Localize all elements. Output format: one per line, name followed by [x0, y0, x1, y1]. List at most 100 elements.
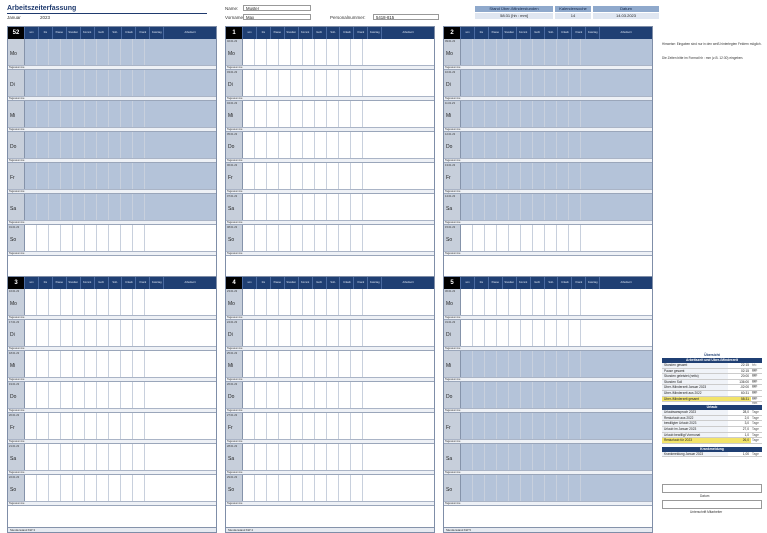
day-row[interactable]: 12.01.23 Do Tagessumme — [444, 132, 652, 163]
day-row[interactable]: 10.01.23 Di Tagessumme — [444, 70, 652, 101]
grid-line — [254, 382, 255, 408]
day-grid — [24, 225, 216, 251]
day-summary: Tagessumme — [8, 251, 216, 255]
day-row[interactable]: Fr Tagessumme — [8, 163, 216, 194]
day-row[interactable]: 30.01.23 Mo Tagessumme — [444, 289, 652, 320]
day-row[interactable]: 16.01.23 Mo Tagessumme — [8, 289, 216, 320]
day-row[interactable]: 29.01.23 So Tagessumme — [226, 475, 434, 506]
firstname-label: Vorname: — [225, 15, 245, 20]
day-row[interactable]: 06.01.23 Fr Tagessumme — [226, 163, 434, 194]
day-row[interactable]: 05.01.23 Do Tagessumme — [226, 132, 434, 163]
day-row[interactable]: 28.01.23 Sa Tagessumme — [226, 444, 434, 475]
grid-line — [314, 163, 315, 189]
overview-cell-u: Tage — [752, 432, 759, 437]
column-header: Urlaub — [121, 27, 135, 39]
day-row[interactable]: 09.01.23 Mo Tagessumme — [444, 39, 652, 70]
column-header: Kommt — [515, 277, 530, 289]
day-summary: Tagessumme — [226, 158, 434, 162]
day-row[interactable]: 04.01.23 Mi Tagessumme — [226, 101, 434, 132]
grid-line — [48, 475, 49, 501]
day-row[interactable]: Mi Tagessumme — [444, 351, 652, 382]
grid-line — [120, 289, 121, 315]
day-row[interactable]: 31.01.23 Di Tagessumme — [444, 320, 652, 351]
day-row[interactable]: Mi Tagessumme — [8, 101, 216, 132]
column-header: bis — [37, 27, 52, 39]
column-header: Arbeitsort — [163, 277, 216, 289]
day-row[interactable]: Do Tagessumme — [444, 382, 652, 413]
column-header: Urlaub — [557, 27, 571, 39]
day-row[interactable]: 13.01.23 Fr Tagessumme — [444, 163, 652, 194]
day-row[interactable]: 26.01.23 Do Tagessumme — [226, 382, 434, 413]
day-row[interactable]: 02.01.23 Mo Tagessumme — [226, 39, 434, 70]
day-row[interactable]: 25.01.23 Mi Tagessumme — [226, 351, 434, 382]
column-header: Urlaub — [121, 277, 135, 289]
name-field[interactable]: Muster — [243, 5, 311, 11]
overview-subtitle: Arbeitszeit und Über-/Minderzeit — [662, 358, 762, 363]
day-row[interactable]: 17.01.23 Di Tagessumme — [8, 320, 216, 351]
day-row[interactable]: Fr Tagessumme — [444, 413, 652, 444]
day-label-cell: 05.01.23 Do — [226, 132, 243, 162]
day-date: 06.01.23 — [227, 164, 238, 167]
grid-line — [36, 101, 37, 127]
grid-line — [484, 39, 485, 65]
day-row[interactable]: Sa Tagessumme — [8, 194, 216, 225]
overview-cell-u: hh : mm — [752, 390, 758, 400]
day-row[interactable]: 01.01.23 So Tagessumme — [8, 225, 216, 256]
grid-line — [144, 382, 145, 408]
day-row[interactable]: Sa Tagessumme — [444, 444, 652, 475]
grid-line — [484, 132, 485, 158]
day-grid — [24, 382, 216, 408]
day-row[interactable]: 08.01.23 So Tagessumme — [226, 225, 434, 256]
day-row[interactable]: 20.01.23 Fr Tagessumme — [8, 413, 216, 444]
overview-cell-v: 20:00 — [727, 374, 751, 379]
day-row[interactable]: Mo Tagessumme — [8, 39, 216, 70]
day-row[interactable]: 14.01.23 Sa Tagessumme — [444, 194, 652, 225]
grid-line — [302, 320, 303, 346]
column-header: Pause — [487, 277, 502, 289]
grid-line — [362, 289, 363, 315]
day-row[interactable]: 03.01.23 Di Tagessumme — [226, 70, 434, 101]
day-grid — [242, 475, 434, 501]
grid-line — [72, 101, 73, 127]
day-row[interactable]: 15.01.23 So Tagessumme — [444, 225, 652, 256]
grid-line — [508, 444, 509, 470]
day-row[interactable]: Di Tagessumme — [8, 70, 216, 101]
grid-line — [314, 475, 315, 501]
grid-line — [132, 289, 133, 315]
firstname-field[interactable]: Max — [243, 14, 311, 20]
grid-line — [568, 289, 569, 315]
day-label-cell: 07.01.23 Sa — [226, 194, 243, 224]
day-label-cell: Sa — [444, 444, 461, 474]
day-row[interactable]: 21.01.23 Sa Tagessumme — [8, 444, 216, 475]
signature-box[interactable] — [662, 500, 762, 509]
day-row[interactable]: 23.01.23 Mo Tagessumme — [226, 289, 434, 320]
day-row[interactable]: 11.01.23 Mi Tagessumme — [444, 101, 652, 132]
grid-line — [60, 475, 61, 501]
day-row[interactable]: 07.01.23 Sa Tagessumme — [226, 194, 434, 225]
overview-row: Urlaubsanspruch 2023 28,0 Tage — [662, 410, 762, 416]
personnel-field[interactable]: 5418-815 — [373, 14, 439, 20]
grid-line — [60, 39, 61, 65]
grid-line — [254, 39, 255, 65]
day-label-cell: Do — [444, 382, 461, 412]
grid-line — [120, 444, 121, 470]
grid-line — [60, 444, 61, 470]
day-row[interactable]: 22.01.23 So Tagessumme — [8, 475, 216, 506]
column-header: Arbeitsort — [381, 277, 434, 289]
date-input-box[interactable] — [662, 484, 762, 493]
day-name: Sa — [228, 206, 235, 212]
overview-cell-v: 60:31 — [727, 390, 751, 396]
day-row[interactable]: 19.01.23 Do Tagessumme — [8, 382, 216, 413]
day-row[interactable]: 24.01.23 Di Tagessumme — [226, 320, 434, 351]
day-row[interactable]: 18.01.23 Mi Tagessumme — [8, 351, 216, 382]
day-row[interactable]: 27.01.23 Fr Tagessumme — [226, 413, 434, 444]
day-row[interactable]: Do Tagessumme — [8, 132, 216, 163]
grid-line — [472, 475, 473, 501]
grid-line — [314, 413, 315, 439]
day-label-cell: 03.01.23 Di — [226, 70, 243, 100]
grid-line — [302, 444, 303, 470]
day-label-cell: 18.01.23 Mi — [8, 351, 25, 381]
grid-line — [568, 70, 569, 96]
day-row[interactable]: So Tagessumme — [444, 475, 652, 506]
